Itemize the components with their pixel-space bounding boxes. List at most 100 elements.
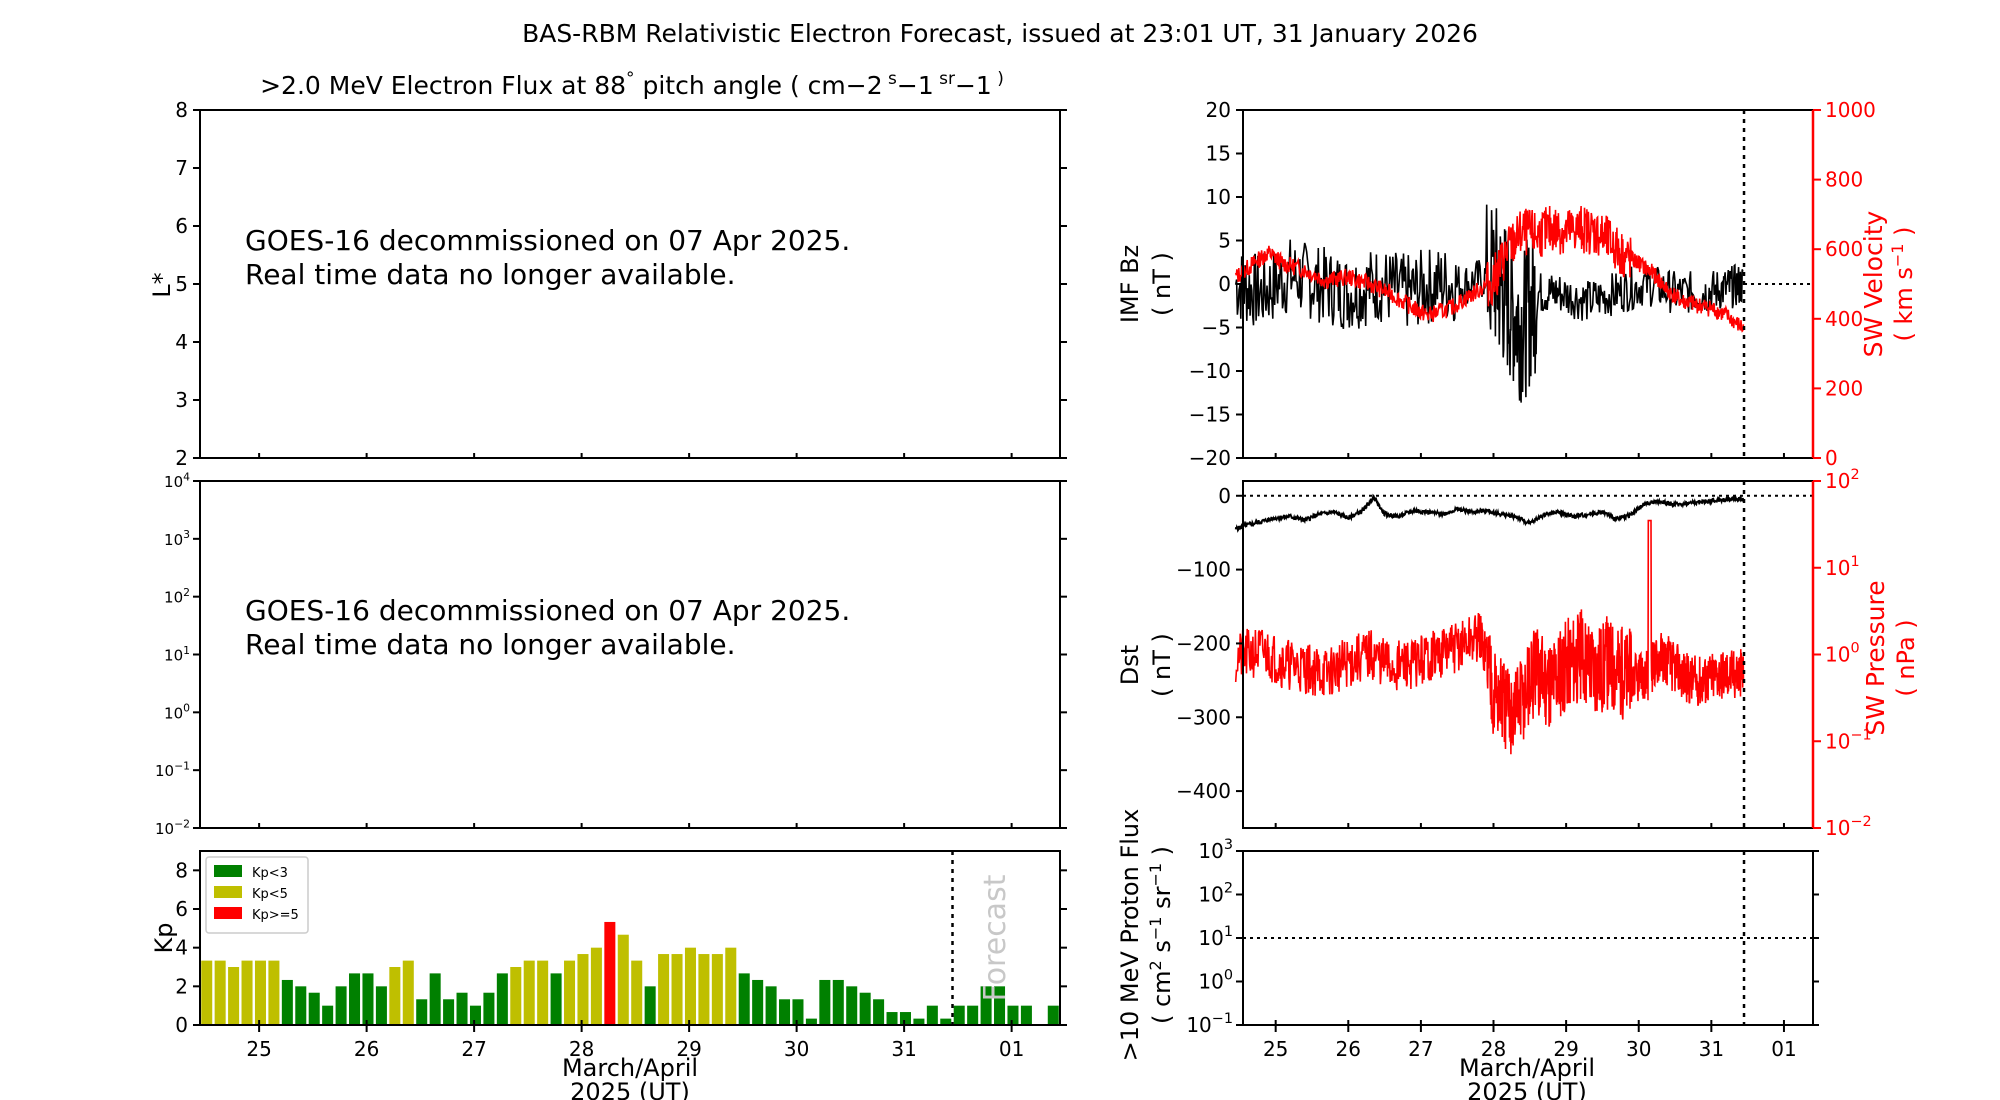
kp-bar [322,1005,334,1025]
panel1-notice-line2: Real time data no longer available. [245,258,736,291]
kp-bar [214,960,226,1025]
kp-bar [994,986,1006,1025]
kp-bar [967,1005,979,1025]
kp-bar [779,999,791,1025]
y-tick-label: 100 [1198,968,1233,994]
kp-bar [564,960,576,1025]
kp-legend-entry: Kp<5 [252,887,288,902]
y-tick-label: −5 [1202,316,1231,340]
kp-bar [819,979,831,1025]
x-tick-label: 01 [1771,1037,1796,1061]
kp-bar [496,973,508,1025]
panel6-ylabel: >10 MeV Proton Flux [1116,809,1144,1062]
y-tick-label: 5 [1218,229,1231,253]
figure-title: BAS-RBM Relativistic Electron Forecast, … [522,19,1478,48]
y-tick-label: 10−1 [155,759,190,780]
kp-bar [335,986,347,1025]
y-tick-label: 2 [175,446,188,470]
kp-bar [658,954,670,1025]
y-tick-label: 0 [175,1013,188,1037]
kp-bar [913,1018,925,1025]
kp-legend-swatch [214,865,242,877]
kp-legend-swatch [214,907,242,919]
y-tick-label: −200 [1176,631,1231,655]
y-tick-label: 101 [1198,924,1233,950]
kp-bar [899,1012,911,1025]
panel1-notice-line1: GOES-16 decommissioned on 07 Apr 2025. [245,224,850,257]
kp-bar [389,967,401,1025]
y-tick-label: 7 [175,156,188,180]
x-tick-label: 27 [1408,1037,1433,1061]
kp-bar [859,992,871,1025]
panel1-title: >2.0 MeV Electron Flux at 88° pitch angl… [260,69,1004,100]
kp-bar [846,986,858,1025]
y-tick-label: 2 [175,974,188,998]
kp-bar [671,954,683,1025]
y-tick-label: 101 [164,644,190,665]
x-tick-label: 25 [246,1037,271,1061]
bz-series-line [1234,204,1744,403]
y-tick-label: −300 [1176,705,1231,729]
kp-bar [228,967,240,1025]
y-tick-label: 10 [1206,185,1231,209]
kp-bar [1007,1005,1019,1025]
kp-bar [805,1018,817,1025]
kp-bar [402,960,414,1025]
x-tick-label: 27 [461,1037,486,1061]
kp-bar [308,992,320,1025]
right-date-label: March/April [1459,1054,1595,1082]
x-tick-label: 28 [1481,1037,1506,1061]
kp-bar [886,1012,898,1025]
kp-bar [429,973,441,1025]
kp-bar [550,973,562,1025]
x-tick-label: 01 [999,1037,1024,1061]
panel4-y2label: SW Velocity [1859,210,1888,357]
kp-bar [281,979,293,1025]
y-tick-label: 3 [175,388,188,412]
kp-bar [456,992,468,1025]
panel4-ylabel: IMF Bz [1116,245,1144,323]
y-tick-label: 10−2 [155,817,190,838]
panel1-ylabel: L* [148,272,176,297]
y2-tick-label: 800 [1825,168,1863,192]
y-tick-label: 103 [164,528,190,549]
y-tick-label: −15 [1189,403,1231,427]
kp-bar [698,954,710,1025]
kp-bar [1020,1005,1032,1025]
y2-tick-label: 100 [1825,641,1860,667]
y2-tick-label: 101 [1825,554,1860,580]
kp-bar [832,979,844,1025]
y-tick-label: 5 [175,272,188,296]
kp-bar [443,999,455,1025]
psw-series-line [1234,519,1745,755]
kp-legend: Kp<3 Kp<5 Kp>=5 [205,856,309,934]
kp-bar [738,973,750,1025]
x-tick-label: 31 [1699,1037,1724,1061]
y-tick-label: −400 [1176,779,1231,803]
kp-bar [873,999,885,1025]
kp-bar [940,1018,952,1025]
panel6-ylabel-unit: ( cm2 s−1 sr−1 ) [1146,846,1176,1024]
y-tick-label: 104 [164,470,190,491]
panel5-ylabel-unit: ( nT ) [1148,633,1176,697]
kp-bar [752,979,764,1025]
forecast-label: Forecast [978,874,1013,1001]
kp-bar [792,999,804,1025]
y-tick-label: 102 [164,586,190,607]
panel3-frame [199,850,1061,1026]
panel2-notice-line2: Real time data no longer available. [245,628,736,661]
y-tick-label: 100 [164,702,190,723]
y2-tick-label: 600 [1825,237,1863,261]
kp-bar [416,999,428,1025]
x-tick-label: 29 [1553,1037,1578,1061]
panel5-ylabel: Dst [1116,645,1144,685]
y-tick-label: 4 [175,936,188,960]
kp-bar [483,992,495,1025]
kp-bar [537,960,549,1025]
y-tick-label: 20 [1206,98,1231,122]
x-tick-label: 30 [1626,1037,1651,1061]
x-tick-label: 26 [354,1037,379,1061]
kp-bar [254,960,266,1025]
y2-tick-label: 102 [1825,467,1860,493]
y-tick-label: 8 [175,98,188,122]
